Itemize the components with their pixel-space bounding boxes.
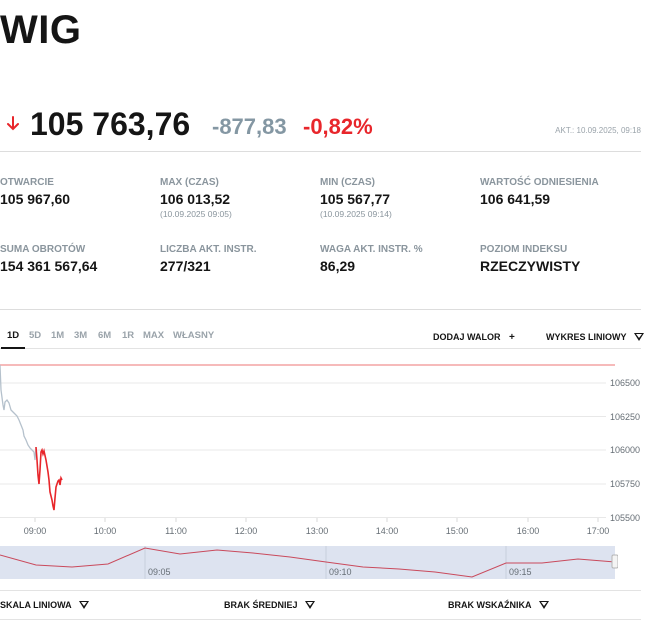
svg-text:15:00: 15:00 bbox=[446, 526, 469, 536]
stat-value: 106 013,52 bbox=[160, 191, 231, 207]
range-tab-1m[interactable]: 1M bbox=[51, 330, 65, 341]
svg-text:09:05: 09:05 bbox=[148, 567, 171, 577]
chart-type-dropdown[interactable]: WYKRES LINIOWY bbox=[546, 332, 644, 342]
stat-reference-value: WARTOŚĆ ODNIESIENIA 106 641,59 bbox=[480, 177, 599, 207]
average-dropdown[interactable]: BRAK ŚREDNIEJ bbox=[224, 600, 316, 610]
scale-dropdown[interactable]: SKALA LINIOWA bbox=[0, 600, 89, 610]
stat-turnover: SUMA OBROTÓW 154 361 567,64 bbox=[0, 244, 97, 274]
chevron-down-icon bbox=[305, 601, 316, 609]
range-tab-6m[interactable]: 6M bbox=[98, 330, 112, 341]
stat-active-weight: WAGA AKT. INSTR. % 86,29 bbox=[320, 244, 423, 274]
stat-time: (10.09.2025 09:05) bbox=[160, 209, 232, 219]
svg-text:13:00: 13:00 bbox=[306, 526, 329, 536]
chart-type-label: WYKRES LINIOWY bbox=[546, 332, 627, 342]
average-label: BRAK ŚREDNIEJ bbox=[224, 600, 298, 610]
last-update: AKT.: 10.09.2025, 09:18 bbox=[555, 126, 641, 135]
stat-label: LICZBA AKT. INSTR. bbox=[160, 244, 257, 255]
add-instrument-label: DODAJ WALOR bbox=[433, 332, 501, 342]
pre-session-line bbox=[0, 364, 37, 461]
x-ticks bbox=[34, 518, 599, 522]
svg-text:12:00: 12:00 bbox=[235, 526, 258, 536]
svg-text:16:00: 16:00 bbox=[517, 526, 540, 536]
range-tab-custom[interactable]: WŁASNY bbox=[173, 330, 215, 341]
svg-text:14:00: 14:00 bbox=[376, 526, 399, 536]
stat-value: 154 361 567,64 bbox=[0, 258, 98, 274]
stat-time: (10.09.2025 09:14) bbox=[320, 209, 392, 219]
scale-label: SKALA LINIOWA bbox=[0, 600, 72, 610]
indicator-dropdown[interactable]: BRAK WSKAŹNIKA bbox=[448, 600, 549, 610]
stat-active-instruments: LICZBA AKT. INSTR. 277/321 bbox=[160, 244, 256, 274]
stat-label: MIN (CZAS) bbox=[320, 177, 375, 188]
chart-toolbar: 1D 5D 1M 3M 6M 1R MAX WŁASNY DODAJ WALOR… bbox=[0, 326, 644, 349]
svg-text:106500: 106500 bbox=[610, 378, 640, 388]
stat-label: POZIOM INDEKSU bbox=[480, 244, 568, 255]
add-instrument-button[interactable]: DODAJ WALOR + bbox=[433, 332, 515, 343]
divider bbox=[0, 309, 641, 310]
svg-text:09:00: 09:00 bbox=[24, 526, 47, 536]
x-axis-labels: 09:00 10:00 11:00 12:00 13:00 14:00 15:0… bbox=[24, 526, 610, 536]
session-line bbox=[35, 446, 63, 511]
range-tab-3m[interactable]: 3M bbox=[74, 330, 88, 341]
price-chart[interactable]: 106500 106250 106000 105750 105500 09:00… bbox=[0, 350, 658, 540]
range-tab-1d[interactable]: 1D bbox=[0, 330, 26, 349]
svg-text:106000: 106000 bbox=[610, 445, 640, 455]
chart-options-bar: SKALA LINIOWA BRAK ŚREDNIEJ BRAK WSKAŹNI… bbox=[0, 590, 641, 620]
indicator-label: BRAK WSKAŹNIKA bbox=[448, 600, 532, 610]
time-navigator[interactable]: 09:05 09:10 09:15 bbox=[0, 545, 619, 579]
navigator-handle-right bbox=[611, 554, 619, 569]
stat-value: 106 641,59 bbox=[480, 191, 551, 207]
stat-value: 86,29 bbox=[320, 258, 356, 274]
range-tab-max[interactable]: MAX bbox=[143, 330, 165, 341]
stat-value: 105 567,77 bbox=[320, 191, 391, 207]
chevron-down-icon bbox=[78, 601, 89, 609]
chevron-down-icon bbox=[633, 333, 644, 341]
svg-text:106250: 106250 bbox=[610, 412, 640, 422]
stat-index-level: POZIOM INDEKSU RZECZYWISTY bbox=[480, 244, 580, 274]
range-tab-5d[interactable]: 5D bbox=[29, 330, 42, 341]
y-axis-labels: 106500 106250 106000 105750 105500 bbox=[610, 378, 640, 523]
chevron-down-icon bbox=[538, 601, 549, 609]
range-tab-1r[interactable]: 1R bbox=[122, 330, 135, 341]
grid-lines bbox=[0, 382, 606, 518]
change-absolute: -877,83 bbox=[212, 114, 287, 139]
stat-value: 277/321 bbox=[160, 258, 211, 274]
divider bbox=[0, 151, 641, 152]
svg-text:09:15: 09:15 bbox=[509, 567, 532, 577]
navigator-line bbox=[0, 547, 616, 578]
svg-text:105500: 105500 bbox=[610, 513, 640, 523]
stat-label: OTWARCIE bbox=[0, 177, 54, 188]
svg-text:17:00: 17:00 bbox=[587, 526, 610, 536]
stat-value: RZECZYWISTY bbox=[480, 258, 581, 274]
stat-max: MAX (CZAS) 106 013,52 (10.09.2025 09:05) bbox=[160, 177, 232, 219]
stat-value: 105 967,60 bbox=[0, 191, 71, 207]
svg-text:105750: 105750 bbox=[610, 479, 640, 489]
stat-label: WAGA AKT. INSTR. % bbox=[320, 244, 423, 255]
current-price: 105 763,76 bbox=[30, 106, 191, 142]
quote-row: 105 763,76 -877,83 -0,82% AKT.: 10.09.20… bbox=[0, 104, 641, 144]
stat-label: SUMA OBROTÓW bbox=[0, 244, 86, 255]
stat-label: MAX (CZAS) bbox=[160, 177, 219, 188]
price-chart-svg: 106500 106250 106000 105750 105500 09:00… bbox=[0, 364, 640, 536]
stat-open: OTWARCIE 105 967,60 bbox=[0, 177, 70, 207]
change-percent: -0,82% bbox=[303, 114, 373, 139]
stat-label: WARTOŚĆ ODNIESIENIA bbox=[480, 177, 599, 188]
svg-text:10:00: 10:00 bbox=[94, 526, 117, 536]
arrow-down-icon bbox=[7, 116, 19, 131]
stat-min: MIN (CZAS) 105 567,77 (10.09.2025 09:14) bbox=[320, 177, 392, 219]
plus-icon: + bbox=[509, 332, 515, 343]
svg-text:09:10: 09:10 bbox=[329, 567, 352, 577]
page-title: WIG bbox=[0, 8, 82, 52]
navigator-svg: 09:05 09:10 09:15 bbox=[0, 546, 619, 579]
svg-text:11:00: 11:00 bbox=[165, 526, 187, 536]
